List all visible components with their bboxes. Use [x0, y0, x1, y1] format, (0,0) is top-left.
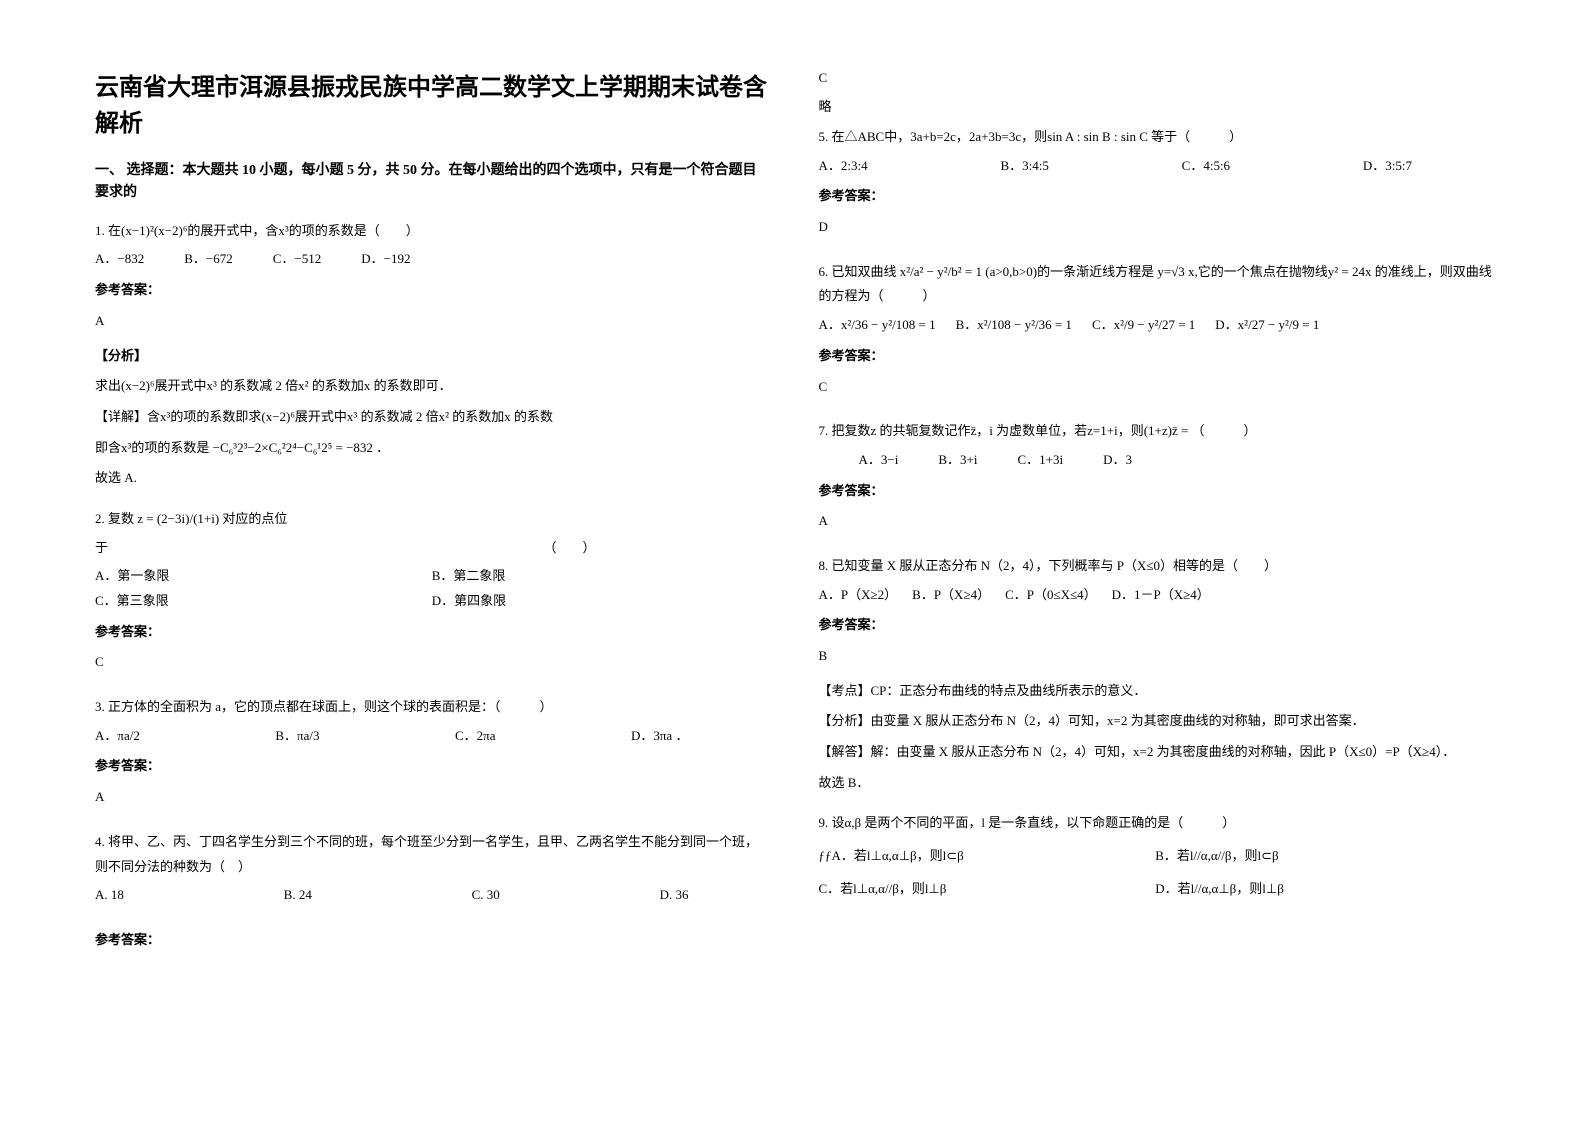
q9-optA: ƒƒA．若l⊥α,α⊥β，则l⊂β — [819, 840, 1156, 873]
q1-formula: 即含x³的项的系数是 −C₆³2³−2×C₆²2⁴−C₆¹2⁵ = −832 ． — [95, 436, 769, 461]
question-8: 8. 已知变量 X 服从正态分布 N（2，4），下列概率与 P（X≤0）相等的是… — [819, 554, 1493, 802]
q8-options: A．P（X≥2） B．P（X≥4） C．P（0≤X≤4） D．1－P（X≥4） — [819, 583, 1493, 608]
q3-text: 3. 正方体的全面积为 a，它的顶点都在球面上，则这个球的表面积是：（ ） — [95, 695, 769, 720]
q8-jieda: 【解答】解：由变量 X 服从正态分布 N（2，4）可知，x=2 为其密度曲线的对… — [819, 740, 1493, 765]
section-1-header: 一、 选择题：本大题共 10 小题，每小题 5 分，共 50 分。在每小题给出的… — [95, 160, 769, 205]
q6-optD: D．x²/27 − y²/9 = 1 — [1215, 313, 1319, 338]
q5-answer: D — [819, 215, 1493, 240]
q2-answer: C — [95, 650, 769, 675]
q5-answer-label: 参考答案： — [819, 184, 1493, 209]
q4-optA: A. 18 — [95, 883, 124, 908]
q3-optD: D．3πa ． — [631, 724, 688, 749]
q2-answer-label: 参考答案： — [95, 620, 769, 645]
q9-optD: D．若l//α,α⊥β，则l⊥β — [1155, 873, 1492, 906]
question-7: 7. 把复数z 的共轭复数记作z̄，i 为虚数单位，若z=1+i，则(1+z)z… — [819, 419, 1493, 544]
q6-answer: C — [819, 375, 1493, 400]
q2-subtext: 于 （ ） — [95, 536, 769, 561]
q7-answer-label: 参考答案： — [819, 479, 1493, 504]
q4-optD: D. 36 — [660, 883, 689, 908]
q8-optC: C．P（0≤X≤4） — [1005, 583, 1097, 608]
q7-text: 7. 把复数z 的共轭复数记作z̄，i 为虚数单位，若z=1+i，则(1+z)z… — [819, 419, 1493, 444]
q7-optA: A．3−i — [859, 448, 899, 473]
q7-options: A．3−i B．3+i C．1+3i D．3 — [819, 448, 1493, 473]
q8-answer-label: 参考答案： — [819, 613, 1493, 638]
q8-text: 8. 已知变量 X 服从正态分布 N（2，4），下列概率与 P（X≤0）相等的是… — [819, 554, 1493, 579]
col2-brief: 略 — [819, 96, 1493, 115]
q1-conclusion: 故选 A. — [95, 466, 769, 491]
q1-optA: A．−832 — [95, 247, 144, 272]
left-column: 云南省大理市洱源县振戎民族中学高二数学文上学期期末试卷含解析 一、 选择题：本大… — [95, 70, 769, 1052]
q6-optA: A．x²/36 − y²/108 = 1 — [819, 313, 936, 338]
q9-optB: B．若l//α,α//β，则l⊂β — [1155, 840, 1492, 873]
q2-optD: D．第四象限 — [432, 589, 769, 614]
q5-text: 5. 在△ABC中，3a+b=2c，2a+3b=3c，则sin A : sin … — [819, 125, 1493, 150]
q3-answer-label: 参考答案： — [95, 754, 769, 779]
q3-options: A．πa/2 B．πa/3 C．2πa D．3πa ． — [95, 724, 769, 749]
q1-answer: A — [95, 309, 769, 334]
q1-optD: D．−192 — [361, 247, 410, 272]
q3-optB: B．πa/3 — [275, 724, 319, 749]
q5-optA: A．2:3:4 — [819, 154, 868, 179]
q9-optC: C．若l⊥α,α//β，则l⊥β — [819, 873, 1156, 906]
q5-optB: B．3:4:5 — [1000, 154, 1048, 179]
q8-fenxi: 【分析】由变量 X 服从正态分布 N（2，4）可知，x=2 为其密度曲线的对称轴… — [819, 709, 1493, 734]
q1-detail: 【详解】含x³的项的系数即求(x−2)⁶展开式中x³ 的系数减 2 倍x² 的系… — [95, 405, 769, 430]
col2-answer-c: C — [819, 70, 1493, 86]
q4-answer-label: 参考答案： — [95, 928, 769, 953]
q8-answer: B — [819, 644, 1493, 669]
q2-optC: C．第三象限 — [95, 589, 432, 614]
q8-conclusion: 故选 B． — [819, 771, 1493, 796]
q2-options: A．第一象限 B．第二象限 C．第三象限 D．第四象限 — [95, 564, 769, 613]
q1-options: A．−832 B．−672 C．−512 D．−192 — [95, 247, 769, 272]
q3-optA: A．πa/2 — [95, 724, 140, 749]
q6-text: 6. 已知双曲线 x²/a² − y²/b² = 1 (a>0,b>0)的一条渐… — [819, 260, 1493, 309]
q8-optB: B．P（X≥4） — [912, 583, 990, 608]
q7-optB: B．3+i — [938, 448, 977, 473]
q2-optA: A．第一象限 — [95, 564, 432, 589]
exam-title: 云南省大理市洱源县振戎民族中学高二数学文上学期期末试卷含解析 — [95, 70, 769, 142]
q5-optC: C．4:5:6 — [1182, 154, 1230, 179]
question-4: 4. 将甲、乙、丙、丁四名学生分到三个不同的班，每个班至少分到一名学生，且甲、乙… — [95, 830, 769, 959]
q1-analysis-label: 【分析】 — [95, 344, 769, 369]
q4-optC: C. 30 — [472, 883, 500, 908]
q1-optB: B．−672 — [184, 247, 233, 272]
q2-optB: B．第二象限 — [432, 564, 769, 589]
q9-text: 9. 设α,β 是两个不同的平面，l 是一条直线，以下命题正确的是（ ） — [819, 811, 1493, 836]
q6-answer-label: 参考答案： — [819, 344, 1493, 369]
q8-kaodian: 【考点】CP：正态分布曲线的特点及曲线所表示的意义． — [819, 679, 1493, 704]
question-3: 3. 正方体的全面积为 a，它的顶点都在球面上，则这个球的表面积是：（ ） A．… — [95, 695, 769, 820]
q3-optC: C．2πa — [455, 724, 496, 749]
right-column: C 略 5. 在△ABC中，3a+b=2c，2a+3b=3c，则sin A : … — [819, 70, 1493, 1052]
q4-text: 4. 将甲、乙、丙、丁四名学生分到三个不同的班，每个班至少分到一名学生，且甲、乙… — [95, 830, 769, 879]
question-2: 2. 复数 z = (2−3i)/(1+i) 对应的点位 于 （ ） A．第一象… — [95, 507, 769, 685]
q7-optC: C．1+3i — [1017, 448, 1063, 473]
q7-answer: A — [819, 509, 1493, 534]
q6-optC: C．x²/9 − y²/27 = 1 — [1092, 313, 1195, 338]
q9-options: ƒƒA．若l⊥α,α⊥β，则l⊂β B．若l//α,α//β，则l⊂β C．若l… — [819, 840, 1493, 905]
q7-optD: D．3 — [1103, 448, 1132, 473]
q6-optB: B．x²/108 − y²/36 = 1 — [956, 313, 1072, 338]
q6-options: A．x²/36 − y²/108 = 1 B．x²/108 − y²/36 = … — [819, 313, 1493, 338]
q1-optC: C．−512 — [273, 247, 322, 272]
question-6: 6. 已知双曲线 x²/a² − y²/b² = 1 (a>0,b>0)的一条渐… — [819, 260, 1493, 409]
q4-options: A. 18 B. 24 C. 30 D. 36 — [95, 883, 769, 908]
question-9: 9. 设α,β 是两个不同的平面，l 是一条直线，以下命题正确的是（ ） ƒƒA… — [819, 811, 1493, 909]
q5-optD: D．3:5:7 — [1363, 154, 1412, 179]
q2-text: 2. 复数 z = (2−3i)/(1+i) 对应的点位 — [95, 507, 769, 532]
q3-answer: A — [95, 785, 769, 810]
question-5: 5. 在△ABC中，3a+b=2c，2a+3b=3c，则sin A : sin … — [819, 125, 1493, 250]
question-1: 1. 在(x−1)²(x−2)⁶的展开式中，含x³的项的系数是（ ） A．−83… — [95, 219, 769, 497]
q1-answer-label: 参考答案： — [95, 278, 769, 303]
q5-options: A．2:3:4 B．3:4:5 C．4:5:6 D．3:5:7 — [819, 154, 1493, 179]
q1-text: 1. 在(x−1)²(x−2)⁶的展开式中，含x³的项的系数是（ ） — [95, 219, 769, 244]
q1-analysis1: 求出(x−2)⁶展开式中x³ 的系数减 2 倍x² 的系数加x 的系数即可． — [95, 374, 769, 399]
q4-optB: B. 24 — [284, 883, 312, 908]
q8-optD: D．1－P（X≥4） — [1112, 583, 1210, 608]
q8-optA: A．P（X≥2） — [819, 583, 898, 608]
